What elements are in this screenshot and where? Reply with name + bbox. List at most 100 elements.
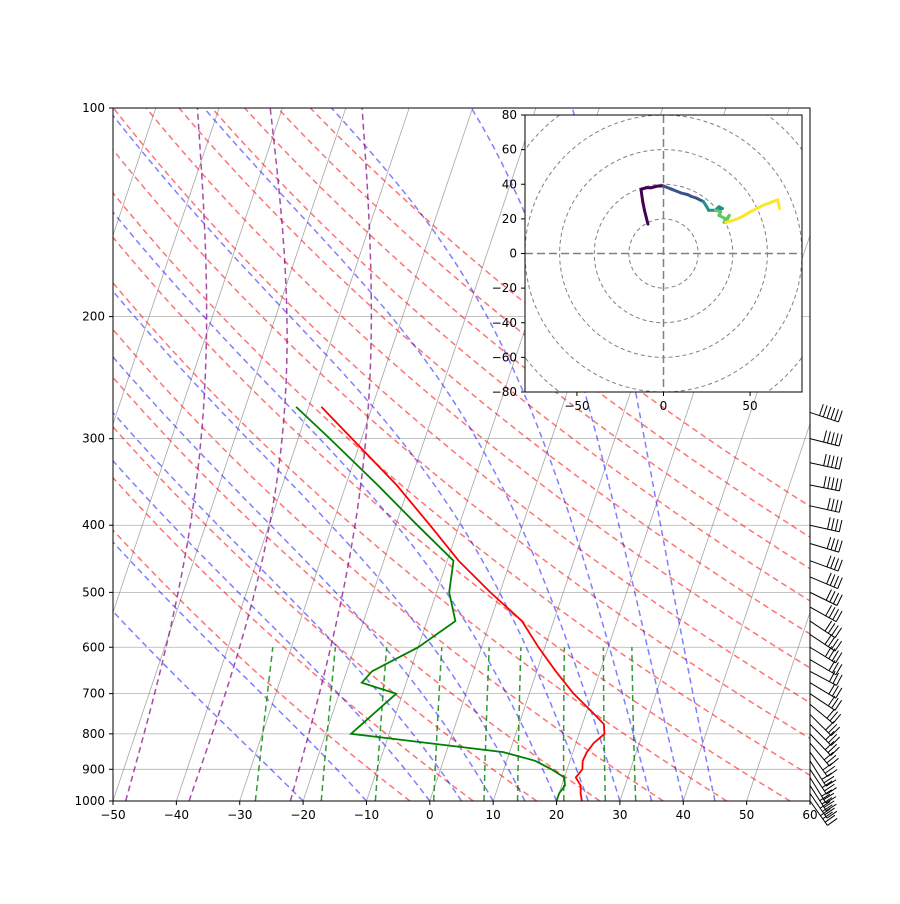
- wind-barb-flag: [835, 457, 838, 469]
- hodograph-segment: [641, 189, 643, 201]
- wind-barb-flag: [826, 589, 831, 600]
- wind-barb-flag: [828, 498, 831, 510]
- x-tick-label: 30: [612, 808, 627, 822]
- y-tick-label: 200: [82, 310, 105, 324]
- y-tick-label: 900: [82, 762, 105, 776]
- wind-barb-flag: [831, 499, 834, 511]
- wind-barb-flag: [839, 434, 842, 446]
- wind-barb-flag: [827, 407, 831, 418]
- wind-barb-flag: [839, 479, 841, 491]
- hodograph-y-tick-label: 0: [509, 247, 517, 261]
- wind-barb-flag: [828, 477, 830, 489]
- x-tick-label: −30: [227, 808, 252, 822]
- y-tick-label: 100: [82, 101, 105, 115]
- wind-barb: [810, 573, 842, 589]
- wind-barb-flag: [831, 518, 834, 530]
- hodograph-x-tick-label: −50: [564, 399, 589, 413]
- x-tick-label: −20: [290, 808, 315, 822]
- wind-barb: [810, 556, 842, 571]
- wind-barb-flag: [837, 595, 842, 606]
- wind-barb: [810, 430, 842, 446]
- wind-barb-flag: [838, 560, 842, 571]
- wind-barb-flag: [827, 556, 831, 567]
- wind-barb-flag: [833, 593, 838, 604]
- wind-barb-flag: [831, 557, 835, 568]
- y-tick-label: 300: [82, 432, 105, 446]
- wind-barb: [810, 660, 842, 675]
- wind-barb: [810, 537, 842, 552]
- wind-barb: [810, 621, 842, 638]
- wind-barb-flag: [819, 404, 823, 415]
- y-tick-label: 600: [82, 640, 105, 654]
- wind-barb: [810, 704, 841, 723]
- y-tick-label: 400: [82, 518, 105, 532]
- wind-barb-flag: [835, 539, 838, 550]
- y-tick-label: 1000: [74, 794, 105, 808]
- wind-barb-flag: [830, 591, 835, 602]
- wind-barb-flag: [831, 432, 834, 444]
- hodograph-segment: [778, 200, 780, 209]
- hodograph-y-tick-label: 20: [502, 212, 517, 226]
- wind-barb-flag: [834, 576, 839, 587]
- wind-barb-flag: [839, 520, 842, 532]
- wind-barb: [810, 752, 837, 776]
- wind-barb-flag: [835, 519, 838, 531]
- hodograph-y-tick-label: 60: [502, 143, 517, 157]
- hodograph-y-tick-label: 40: [502, 177, 517, 191]
- wind-barb: [810, 404, 842, 422]
- x-tick-label: 10: [486, 808, 501, 822]
- hodograph-y-tick-label: −60: [492, 350, 517, 364]
- wind-barb-flag: [827, 573, 832, 584]
- wind-barb-staff: [810, 485, 839, 491]
- wind-barb-flag: [835, 409, 839, 420]
- wind-barb-flag: [839, 457, 842, 469]
- hodograph-y-tick-label: 80: [502, 108, 517, 122]
- wind-barbs: [810, 404, 842, 825]
- wind-barb-flag: [824, 476, 826, 488]
- wind-barb-flag: [824, 454, 827, 466]
- isotherm-line: [810, 108, 900, 801]
- wind-barb-flag: [832, 478, 834, 490]
- wind-barb: [810, 724, 840, 745]
- y-tick-label: 500: [82, 585, 105, 599]
- hodograph-y-tick-label: −80: [492, 385, 517, 399]
- isotherm-line: [0, 108, 29, 801]
- wind-barb-flag: [836, 675, 842, 686]
- wind-barb: [810, 646, 842, 662]
- wind-barb-flag: [831, 408, 835, 419]
- wind-barb: [810, 498, 842, 512]
- wind-barb-staff: [810, 671, 836, 685]
- wind-barb: [810, 454, 842, 469]
- wind-barb-flag: [830, 574, 835, 585]
- wind-barb-flag: [839, 541, 842, 552]
- x-tick-label: −50: [100, 808, 125, 822]
- wind-barb-flag: [835, 433, 838, 445]
- y-tick-label: 800: [82, 727, 105, 741]
- wind-barb-flag: [827, 431, 830, 443]
- wind-barb-flag: [835, 500, 838, 512]
- wind-barb: [810, 634, 842, 651]
- x-tick-label: −10: [354, 808, 379, 822]
- x-tick-label: 60: [802, 808, 817, 822]
- hodograph-y-tick-label: −20: [492, 281, 517, 295]
- wind-barb: [810, 734, 839, 756]
- wind-barb-flag: [824, 430, 827, 442]
- wind-barb-flag: [828, 517, 831, 529]
- wind-barb-flag: [827, 537, 830, 548]
- y-tick-label: 700: [82, 687, 105, 701]
- wind-barb-staff: [810, 607, 836, 622]
- wind-barb-flag: [831, 538, 834, 549]
- x-tick-label: 50: [739, 808, 754, 822]
- wind-barb: [810, 476, 842, 491]
- wind-barb-flag: [838, 578, 843, 589]
- x-tick-label: −40: [164, 808, 189, 822]
- wind-barb-flag: [834, 558, 838, 569]
- wind-barb: [810, 589, 842, 605]
- wind-barb-flag: [838, 411, 842, 422]
- hodograph-y-tick-label: −40: [492, 316, 517, 330]
- isotherm-line: [0, 108, 92, 801]
- x-tick-label: 0: [426, 808, 434, 822]
